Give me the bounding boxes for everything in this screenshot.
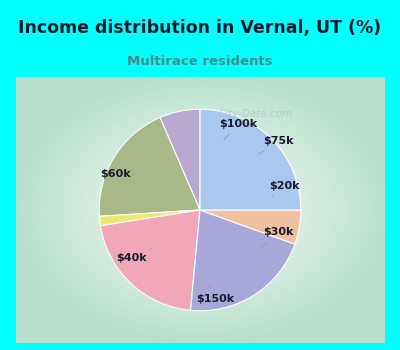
Text: $40k: $40k [116,248,152,264]
Wedge shape [200,109,301,210]
Text: $150k: $150k [196,285,234,304]
Text: City-Data.com: City-Data.com [218,109,292,119]
Wedge shape [100,210,200,310]
Text: Income distribution in Vernal, UT (%): Income distribution in Vernal, UT (%) [18,19,382,37]
Wedge shape [190,210,295,311]
Wedge shape [99,210,200,226]
Text: $100k: $100k [219,119,257,139]
Text: $75k: $75k [259,136,294,154]
Text: $20k: $20k [270,181,300,196]
Wedge shape [160,109,200,210]
Wedge shape [200,210,301,244]
Text: $30k: $30k [260,227,294,248]
Wedge shape [99,118,200,216]
Text: $60k: $60k [100,169,134,182]
Text: Multirace residents: Multirace residents [127,55,273,69]
